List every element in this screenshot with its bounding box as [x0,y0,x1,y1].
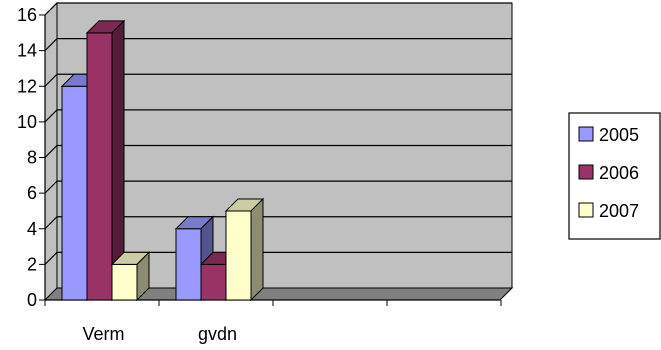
gridline [44,180,512,194]
legend-label-2006: 2006 [599,163,639,183]
bar-2007-verm [111,263,138,301]
legend-label-2007: 2007 [599,201,639,221]
legend: 2005 2006 2007 [568,112,661,240]
y-tick-label: 6 [27,183,37,203]
bar-side [250,197,264,302]
gridline [44,144,512,158]
bar-2006-gvdn [200,263,227,301]
gridline [44,73,512,87]
bar-side [136,251,150,302]
legend-swatch-2007 [578,202,594,218]
legend-swatch-2006 [578,164,594,180]
bar-2007-gvdn [225,210,252,301]
x-tick-label: Verm [82,324,124,344]
y-tick-label: 4 [27,219,37,239]
y-tick-label: 14 [17,41,37,61]
y-tick-label: 2 [27,254,37,274]
bar-2005-gvdn [175,228,202,301]
legend-label-2005: 2005 [599,125,639,145]
y-tick-label: 12 [17,76,37,96]
bar-2005-verm [61,85,88,301]
y-axis-tick-labels: 0 2 4 6 8 10 12 14 16 [17,5,37,310]
y-tick-label: 10 [17,112,37,132]
y-tick-label: 16 [17,5,37,25]
bars [60,19,265,302]
x-axis-tick-labels: Verm gvdn [82,324,237,344]
gridline [44,2,512,16]
y-tick-label: 0 [27,290,37,310]
x-tick-label: gvdn [198,324,237,344]
gridline [44,38,512,52]
gridline [44,109,512,123]
legend-swatch-2005 [578,126,594,142]
y-tick-label: 8 [27,148,37,168]
bar-2006-verm [86,32,113,301]
gridline [44,216,512,230]
gridline [44,251,512,265]
gridlines [44,2,512,265]
